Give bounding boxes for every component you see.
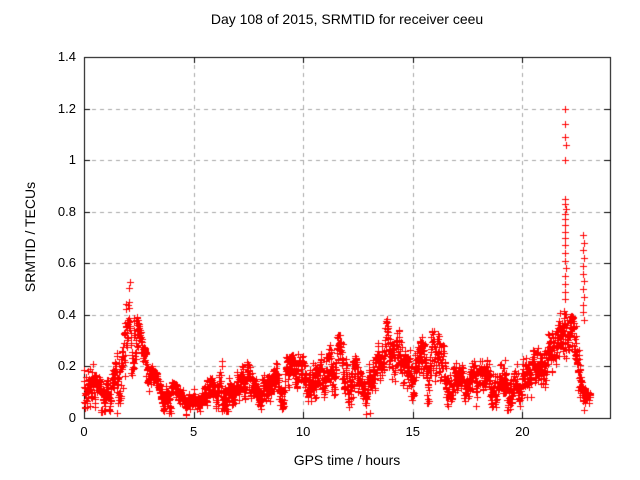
y-tick-label: 0.8: [57, 203, 76, 219]
y-tick-label: 1.2: [57, 100, 76, 116]
y-tick-label: 0.2: [57, 358, 76, 374]
y-tick-label: 1: [68, 152, 76, 168]
y-axis-label: SRMTID / TECUs: [22, 181, 38, 293]
x-tick-label: 5: [189, 424, 198, 439]
y-tick-label: 0.4: [57, 306, 76, 322]
y-tick-label: 1.4: [57, 49, 76, 64]
x-tick-label: 10: [295, 424, 311, 439]
x-tick-label: 20: [515, 424, 530, 439]
x-axis-label: GPS time / hours: [293, 452, 401, 468]
x-tick-label: 0: [80, 424, 88, 439]
chart-title: Day 108 of 2015, SRMTID for receiver cee…: [210, 11, 484, 27]
y-tick-label: 0.6: [57, 255, 76, 271]
y-tick-label: 0: [68, 410, 76, 425]
x-tick-label: 15: [405, 424, 420, 439]
